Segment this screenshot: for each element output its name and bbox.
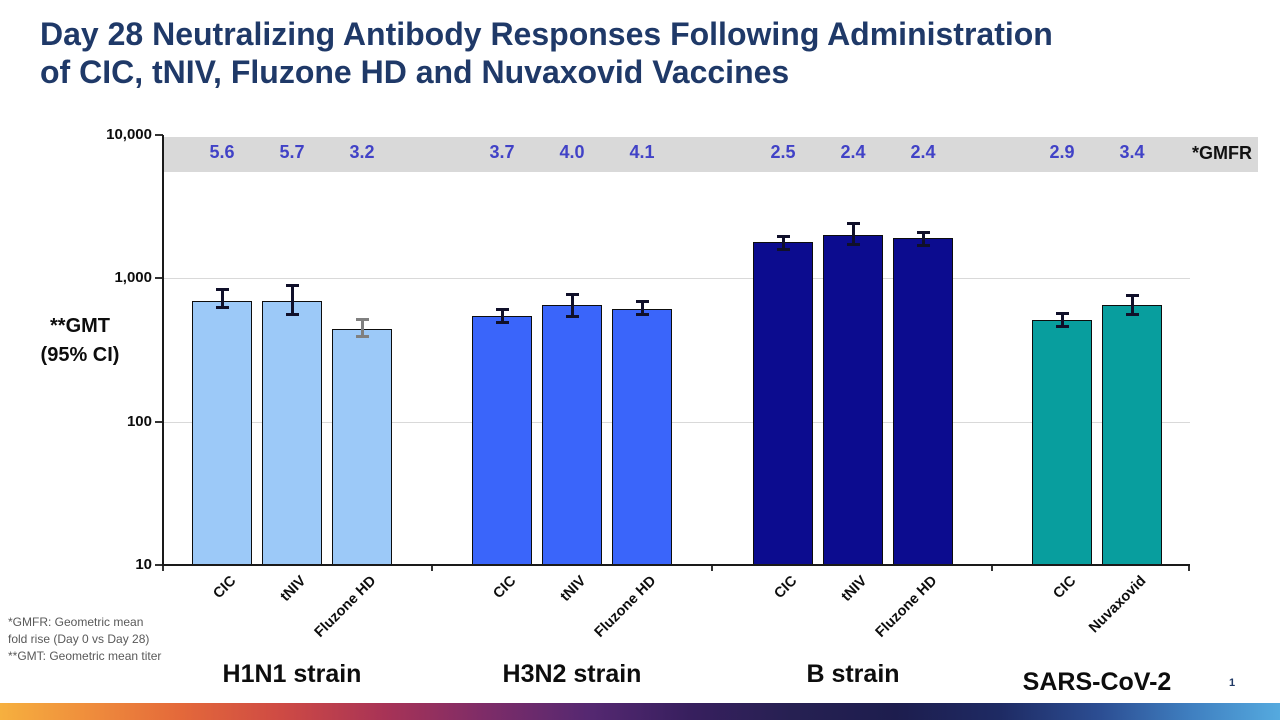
error-bar-cap-bottom xyxy=(846,242,860,246)
x-tick-mark xyxy=(431,565,433,571)
error-bar-cap-bottom xyxy=(495,320,509,324)
error-bar-cap-bottom xyxy=(215,305,229,309)
gmfr-value: 4.1 xyxy=(629,142,655,162)
y-tick-mark xyxy=(155,277,163,280)
y-tick-mark xyxy=(155,564,163,566)
error-bar xyxy=(1130,295,1134,315)
y-tick-label: 10,000 xyxy=(106,126,152,143)
y-axis-label-line2: (95% CI) xyxy=(40,344,120,366)
error-bar xyxy=(360,319,364,337)
error-bar-cap-top xyxy=(565,293,579,297)
group-label: H1N1 strain xyxy=(222,660,362,688)
gmfr-value: 2.5 xyxy=(770,142,796,162)
gmfr-value: 5.6 xyxy=(209,142,235,162)
y-tick-label: 100 xyxy=(126,412,152,430)
error-bar-cap-bottom xyxy=(565,314,579,318)
bottom-gradient-bar xyxy=(0,703,1280,720)
gridline xyxy=(163,278,1190,280)
bar xyxy=(332,329,392,565)
error-bar-cap-top xyxy=(1125,293,1139,297)
slide-title-line2: of CIC, tNIV, Fluzone HD and Nuvaxovid V… xyxy=(40,53,790,90)
y-axis-line xyxy=(162,135,164,566)
error-bar-cap-top xyxy=(1055,311,1069,315)
y-axis-label-line1: **GMT xyxy=(50,315,110,337)
gmfr-value: 3.4 xyxy=(1119,142,1145,162)
bar xyxy=(612,309,672,565)
error-bar xyxy=(220,289,224,308)
x-tick-mark xyxy=(1188,565,1190,571)
error-bar-cap-top xyxy=(215,288,229,292)
bar xyxy=(1102,305,1162,565)
gmfr-header-label: *GMFR xyxy=(1192,143,1252,163)
gmfr-value: 2.9 xyxy=(1049,142,1075,162)
y-tick-mark xyxy=(155,134,163,136)
footnote-gmt: **GMT: Geometric mean titer xyxy=(8,649,162,664)
error-bar-cap-bottom xyxy=(635,312,649,316)
error-bar-cap-top xyxy=(355,317,369,321)
gmfr-value: 5.7 xyxy=(279,142,305,162)
slide-title-line1: Day 28 Neutralizing Antibody Responses F… xyxy=(40,16,1053,52)
error-bar-cap-top xyxy=(846,222,860,226)
error-bar xyxy=(921,232,925,246)
bar xyxy=(1032,320,1092,565)
bar xyxy=(753,241,813,565)
error-bar xyxy=(781,236,785,250)
footnote-gmfr: *GMFR: Geometric mean fold rise (Day 0 v… xyxy=(8,615,150,647)
page-number: 1 xyxy=(1228,677,1236,689)
error-bar-cap-bottom xyxy=(355,335,369,339)
bar xyxy=(893,238,953,565)
gmfr-value: 2.4 xyxy=(840,142,866,162)
error-bar xyxy=(500,309,504,323)
gmfr-value: 2.4 xyxy=(910,142,936,162)
gmfr-band xyxy=(163,137,1258,172)
x-axis-line xyxy=(162,564,1190,566)
error-bar xyxy=(290,285,294,315)
x-tick-mark xyxy=(991,565,993,571)
error-bar-cap-bottom xyxy=(1125,312,1139,316)
y-tick-label: 10 xyxy=(135,556,152,573)
error-bar xyxy=(640,301,644,315)
y-axis-label: **GMT (95% CI) xyxy=(6,312,154,370)
y-tick-mark xyxy=(155,420,163,423)
error-bar-cap-top xyxy=(916,230,930,234)
error-bar-cap-bottom xyxy=(916,243,930,247)
error-bar-cap-bottom xyxy=(285,312,299,316)
gmfr-value: 4.0 xyxy=(559,142,585,162)
error-bar-cap-bottom xyxy=(776,247,790,251)
error-bar-cap-bottom xyxy=(1055,325,1069,329)
group-label: B strain xyxy=(806,660,900,688)
bar xyxy=(823,235,883,565)
x-tick-mark xyxy=(711,565,713,571)
error-bar-cap-top xyxy=(776,235,790,239)
error-bar xyxy=(1060,313,1064,327)
error-bar xyxy=(851,223,855,245)
error-bar-cap-top xyxy=(285,284,299,288)
slide-title: Day 28 Neutralizing Antibody Responses F… xyxy=(40,16,1240,92)
gmfr-value: 3.2 xyxy=(349,142,375,162)
bar xyxy=(262,300,322,565)
gmfr-value: 3.7 xyxy=(489,142,515,162)
group-label: SARS-CoV-2 xyxy=(1022,668,1172,696)
gridline xyxy=(163,421,1190,423)
error-bar-cap-top xyxy=(635,299,649,303)
bar xyxy=(472,315,532,565)
x-tick-mark xyxy=(162,565,164,571)
error-bar xyxy=(570,294,574,317)
group-label: H3N2 strain xyxy=(502,660,642,688)
footnotes: *GMFR: Geometric mean fold rise (Day 0 v… xyxy=(8,614,164,665)
bar xyxy=(192,300,252,565)
error-bar-cap-top xyxy=(495,307,509,311)
y-tick-label: 1,000 xyxy=(114,269,152,287)
bar xyxy=(542,305,602,565)
